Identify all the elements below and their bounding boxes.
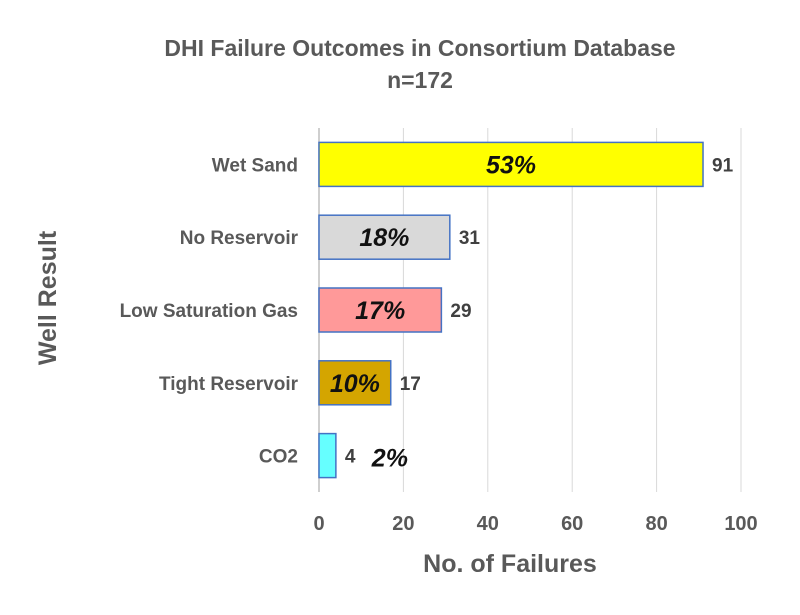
chart-title: DHI Failure Outcomes in Consortium Datab… (164, 35, 675, 61)
category-labels: Wet Sand No Reservoir Low Saturation Gas Ti… (120, 155, 299, 467)
x-tick-label: 100 (724, 513, 757, 535)
percent-label: 17% (355, 297, 405, 325)
value-label: 31 (459, 228, 481, 249)
percent-label: 10% (330, 370, 380, 398)
x-tick-label: 0 (313, 513, 324, 535)
bar (318, 287, 443, 333)
category-label: Tight Reservoir (159, 374, 299, 395)
bar (318, 214, 451, 260)
bars: 91 53% 31 18% 29 17% 17 10% 4 2% (318, 141, 734, 479)
bar (318, 360, 392, 406)
category-label: Low Saturation Gas (120, 301, 298, 322)
x-tick-label: 60 (561, 513, 583, 535)
x-axis-title: No. of Failures (423, 550, 597, 578)
category-label: CO2 (259, 447, 298, 468)
chart-subtitle: n=172 (387, 67, 453, 93)
value-label: 17 (400, 374, 421, 395)
value-label: 91 (712, 155, 734, 176)
value-label: 29 (450, 301, 471, 322)
grid-lines (318, 128, 742, 492)
category-label: Wet Sand (212, 155, 298, 176)
percent-label: 53% (486, 151, 536, 179)
percent-label: 2% (371, 445, 408, 473)
x-tick-label: 40 (477, 513, 499, 535)
x-tick-label: 20 (392, 513, 414, 535)
category-label: No Reservoir (180, 228, 299, 249)
percent-label: 18% (359, 224, 409, 252)
value-label: 4 (345, 447, 356, 468)
y-axis-title: Well Result (34, 230, 62, 365)
x-tick-labels: 0 20 40 60 80 100 (313, 513, 757, 535)
bar (318, 141, 704, 188)
bar (318, 432, 337, 479)
x-tick-label: 80 (645, 513, 667, 535)
